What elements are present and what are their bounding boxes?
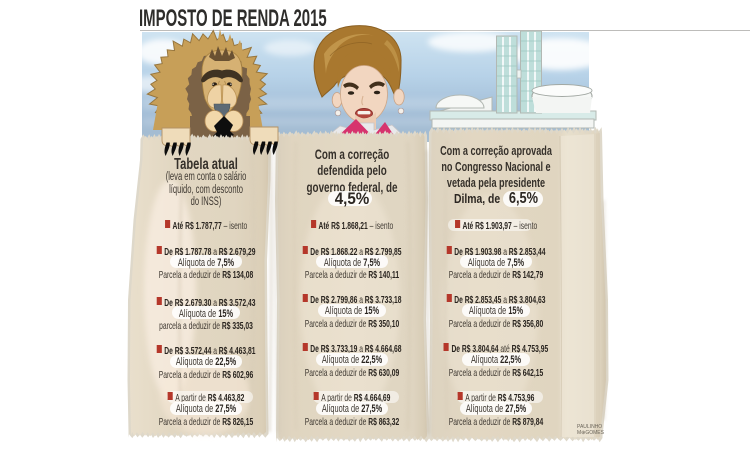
svg-text:M⊕GOMES: M⊕GOMES: [577, 430, 605, 436]
svg-text:PAULINHO: PAULINHO: [577, 424, 602, 430]
